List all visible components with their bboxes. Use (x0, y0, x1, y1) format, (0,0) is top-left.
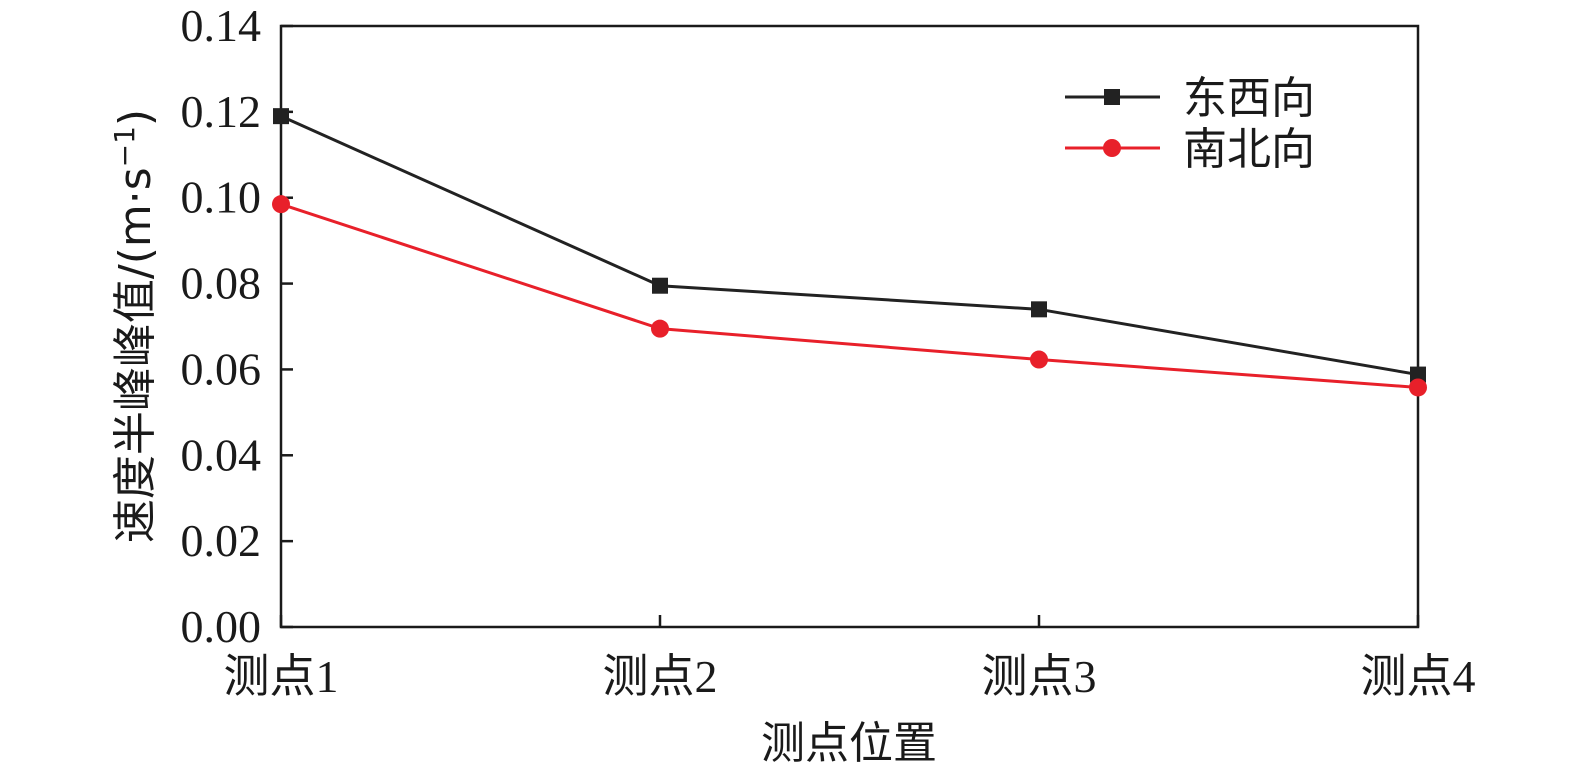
series-0-point-1 (652, 277, 668, 294)
y-axis-title: 速度半峰峰值/(m·s−1) (108, 109, 161, 543)
x-tick-label-1: 测点2 (603, 651, 718, 702)
legend-label-0: 东西向 (1183, 73, 1315, 124)
series-1-point-2 (1030, 350, 1048, 369)
series-1-point-1 (651, 319, 669, 338)
series-1-point-0 (272, 195, 290, 214)
y-tick-label-1: 0.02 (181, 515, 262, 566)
series-0-point-0 (273, 108, 289, 125)
series-line-0 (280, 114, 1419, 377)
series-layer (272, 108, 1427, 397)
x-tick-label-3: 测点4 (1361, 651, 1476, 702)
y-axis-title-superscript: −1 (108, 126, 141, 167)
series-line-1 (280, 202, 1419, 389)
x-tick-label-0: 测点1 (224, 651, 339, 702)
x-tick-label-2: 测点3 (982, 651, 1097, 702)
series-0-point-2 (1031, 301, 1047, 318)
y-tick-label-7: 0.14 (181, 0, 262, 51)
y-tick-label-0: 0.00 (181, 601, 262, 652)
legend-marker-0 (1104, 89, 1120, 105)
y-axis-title-tail: ) (110, 109, 161, 126)
y-tick-label-6: 0.12 (181, 86, 262, 137)
y-tick-label-4: 0.08 (181, 258, 262, 309)
legend-marker-1 (1103, 139, 1121, 157)
y-axis-title-main: 速度半峰峰值/(m·s (110, 167, 161, 543)
series-0-point-3 (1410, 366, 1426, 383)
x-axis: 测点1 测点2 测点3 测点4 (224, 615, 1476, 702)
y-axis: 0.00 0.02 0.04 0.06 0.08 0.10 0.12 0.14 (181, 0, 293, 652)
series-1-point-3 (1409, 378, 1427, 397)
plot-frame (279, 24, 1420, 629)
x-axis-title: 测点位置 (761, 718, 937, 767)
legend-label-1: 南北向 (1183, 124, 1315, 175)
y-tick-label-5: 0.10 (181, 172, 262, 223)
y-tick-label-3: 0.06 (181, 343, 262, 394)
y-tick-label-2: 0.04 (181, 429, 262, 480)
